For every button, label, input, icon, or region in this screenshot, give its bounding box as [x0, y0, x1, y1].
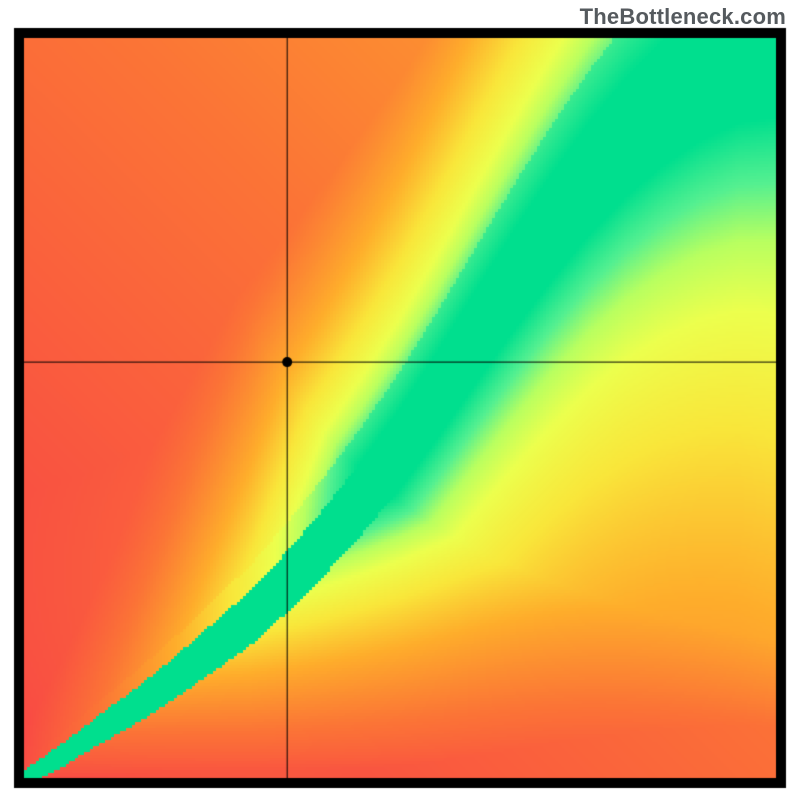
- chart-container: TheBottleneck.com: [0, 0, 800, 800]
- heatmap-canvas: [0, 0, 800, 800]
- watermark-text: TheBottleneck.com: [580, 4, 786, 30]
